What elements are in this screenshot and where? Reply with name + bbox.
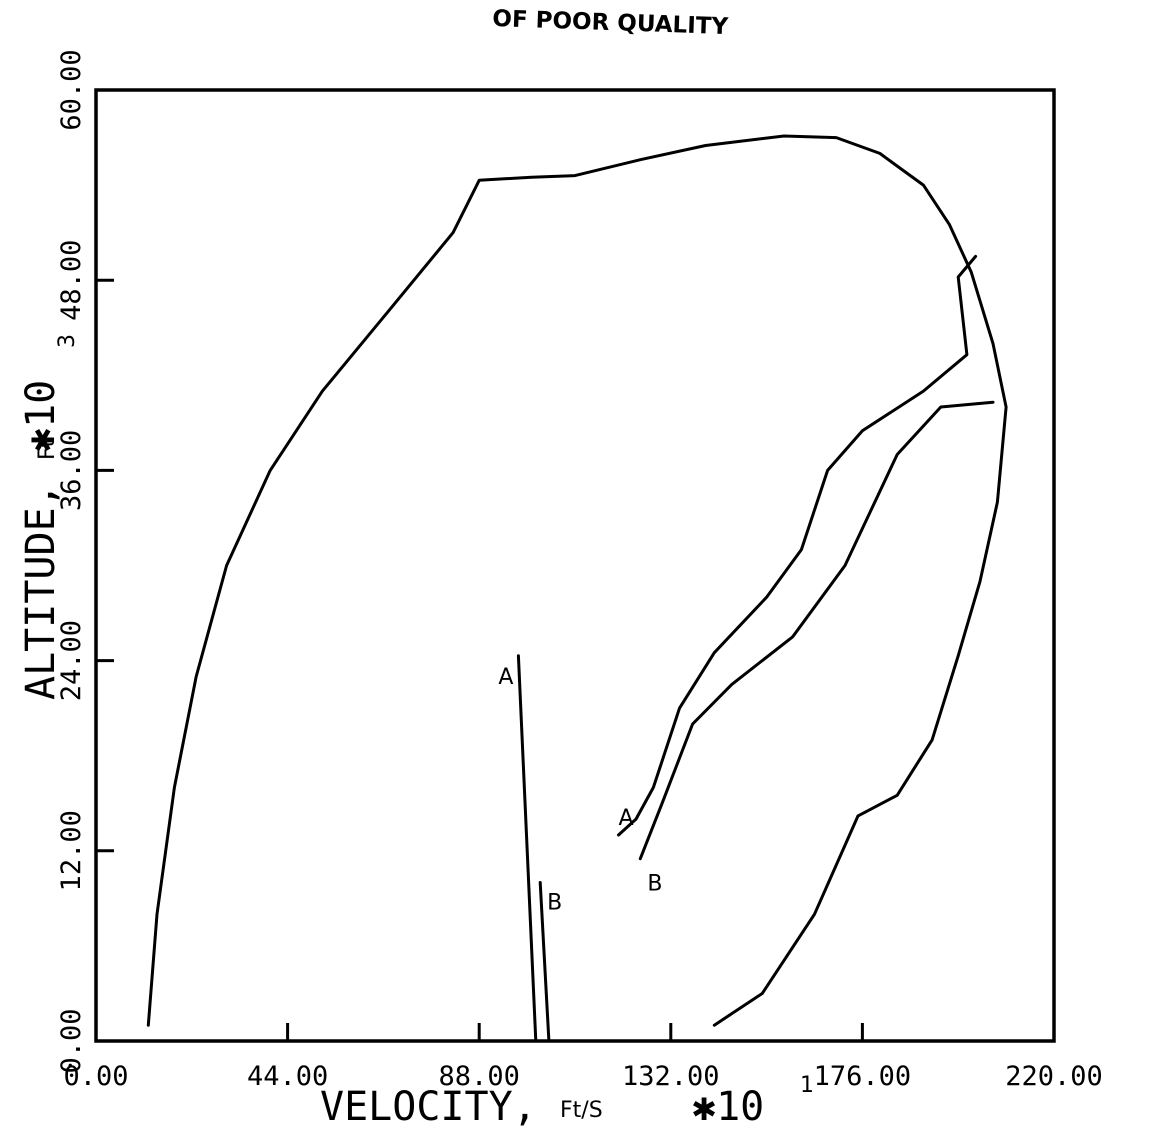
series-line-b [538, 881, 551, 1043]
header-note: OF POOR QUALITY [492, 6, 729, 40]
y-tick-label: 24.00 [56, 620, 87, 701]
x-tick-label: 220.00 [1005, 1061, 1103, 1092]
plot-frame [94, 88, 1056, 1043]
series-line-a [617, 254, 978, 837]
x-tick-label: 0.00 [63, 1061, 128, 1092]
series-label: A [619, 806, 634, 831]
y-tick-label: 0.00 [56, 1008, 87, 1073]
series-line-envelope [146, 134, 1008, 1027]
x-axis-unit: Ft/S [560, 1098, 603, 1123]
x-tick-label: 44.00 [247, 1061, 328, 1092]
y-axis-multiplier-exponent: 3 [55, 334, 80, 348]
series-layer [146, 134, 1008, 1043]
x-tick-label: 88.00 [439, 1061, 520, 1092]
series-line-b [638, 400, 995, 861]
series-label: A [498, 665, 513, 690]
series-label: B [547, 891, 562, 916]
y-tick-label: 12.00 [56, 810, 87, 891]
x-tick-label: 176.00 [814, 1061, 912, 1092]
y-axis-title: ALTITUDE, [18, 483, 64, 700]
series-labels: A B A B [498, 665, 662, 916]
x-axis-multiplier: ✱10 [692, 1084, 764, 1130]
x-axis-ticks: 0.00 44.00 88.00 132.00 176.00 220.00 [63, 1023, 1103, 1092]
y-tick-label: 60.00 [56, 49, 87, 130]
y-axis-ticks: 0.00 12.00 24.00 36.00 48.00 60.00 [56, 49, 114, 1074]
y-tick-label: 48.00 [56, 240, 87, 321]
series-label: B [647, 872, 662, 897]
x-tick-label: 132.00 [622, 1061, 720, 1092]
series-line-a [516, 654, 538, 1043]
y-tick-label: 36.00 [56, 430, 87, 511]
y-axis-unit: Ft [35, 438, 60, 460]
x-axis-multiplier-exponent: 1 [800, 1073, 814, 1098]
y-axis-multiplier: ✱10 [18, 380, 64, 452]
x-axis-title: VELOCITY, [320, 1084, 537, 1130]
